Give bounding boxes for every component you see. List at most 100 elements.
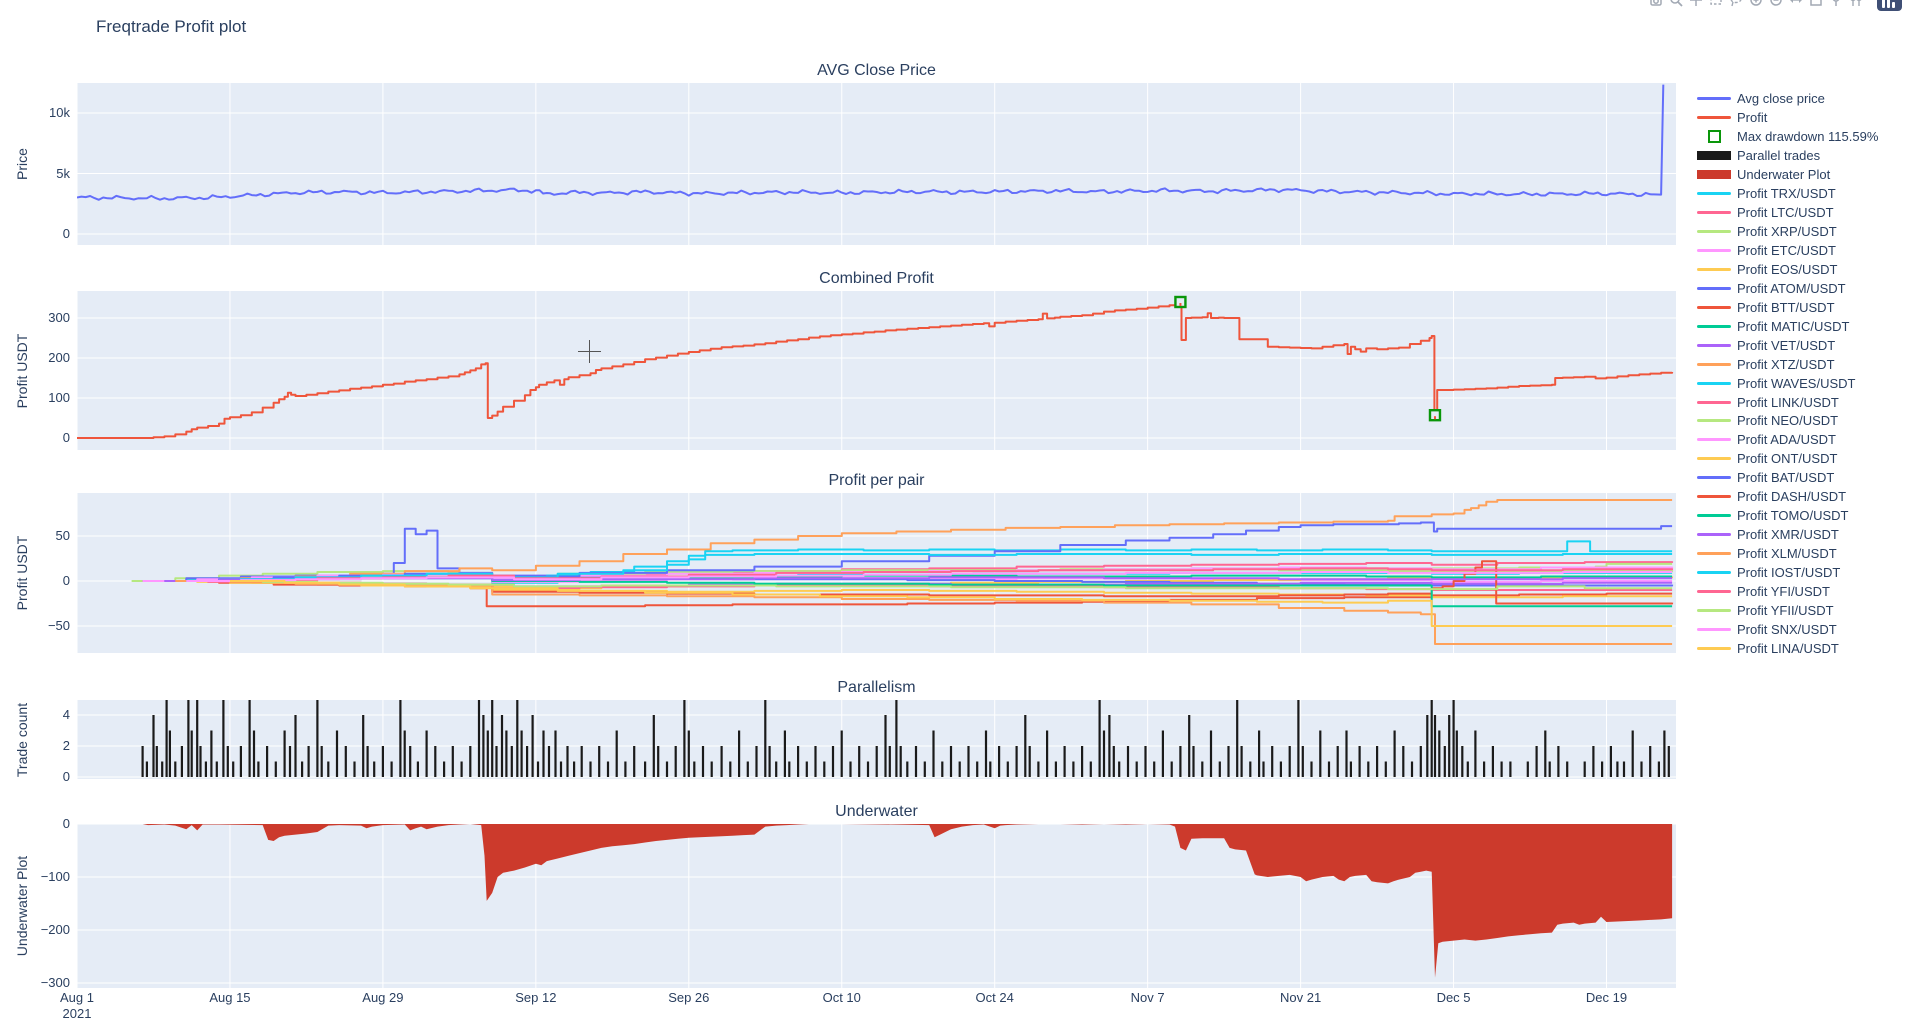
legend-label: Profit XRP/USDT (1737, 223, 1837, 239)
series-color-swatch (1695, 150, 1733, 160)
zoom-in-icon[interactable] (1746, 0, 1766, 9)
legend-item-profit-yfi-usdt[interactable]: Profit YFI/USDT (1695, 582, 1830, 601)
legend-item-max-drawdown-115-59[interactable]: Max drawdown 115.59% (1695, 127, 1878, 146)
y-tick-label: 5k (56, 165, 70, 181)
download-plot-icon[interactable] (1646, 0, 1666, 9)
legend-label: Profit (1737, 109, 1768, 125)
legend-item-profit-eos-usdt[interactable]: Profit EOS/USDT (1695, 260, 1837, 279)
y-tick-label: 0 (62, 769, 70, 784)
legend-item-profit-tomo-usdt[interactable]: Profit TOMO/USDT (1695, 506, 1848, 525)
zoom-icon[interactable] (1666, 0, 1686, 9)
legend-label: Profit TOMO/USDT (1737, 508, 1849, 524)
legend-item-profit-xtz-usdt[interactable]: Profit XTZ/USDT (1695, 355, 1835, 374)
series-color-swatch (1695, 267, 1733, 271)
legend-item-profit-matic-usdt[interactable]: Profit MATIC/USDT (1695, 317, 1849, 336)
y-tick-label: −300 (40, 975, 70, 990)
x-tick-label: Dec 5 (1436, 990, 1471, 1005)
series-color-swatch (1695, 248, 1733, 252)
x-tick-label: Aug 29 (362, 990, 404, 1005)
series-color-swatch (1695, 343, 1733, 347)
legend-label: Profit ATOM/USDT (1737, 280, 1846, 296)
pan-icon[interactable] (1686, 0, 1706, 9)
legend-item-profit-iost-usdt[interactable]: Profit IOST/USDT (1695, 563, 1840, 582)
series-profit-lina-usdt (230, 580, 1673, 627)
y-tick-label: 50 (55, 528, 70, 543)
autoscale-icon[interactable] (1786, 0, 1806, 9)
x-tick-label: Sep 26 (668, 990, 710, 1005)
legend-label: Profit XTZ/USDT (1737, 356, 1835, 372)
subplot-title-parallelism: Parallelism (837, 679, 916, 696)
legend-item-profit-btt-usdt[interactable]: Profit BTT/USDT (1695, 298, 1835, 317)
series-color-swatch (1695, 210, 1733, 214)
x-tick-label: Sep 12 (515, 990, 557, 1005)
legend-label: Profit DASH/USDT (1737, 489, 1847, 505)
y-tick-label: 2 (62, 738, 70, 753)
series-color-swatch (1695, 191, 1733, 195)
zoom-out-icon[interactable] (1766, 0, 1786, 9)
legend-item-profit-yfii-usdt[interactable]: Profit YFII/USDT (1695, 601, 1834, 620)
y-tick-label: 0 (62, 226, 70, 241)
box-select-icon[interactable] (1706, 0, 1726, 9)
plot-canvas-parallelism[interactable] (77, 700, 1676, 779)
reset-axes-icon[interactable] (1806, 0, 1826, 9)
legend-item-profit-waves-usdt[interactable]: Profit WAVES/USDT (1695, 374, 1855, 393)
legend-item-profit-neo-usdt[interactable]: Profit NEO/USDT (1695, 411, 1838, 430)
subplot-title-underwater: Underwater (835, 803, 918, 820)
legend-label: Profit LINK/USDT (1737, 394, 1839, 410)
legend-item-profit-link-usdt[interactable]: Profit LINK/USDT (1695, 393, 1839, 412)
legend-label: Profit YFII/USDT (1737, 603, 1834, 619)
series-color-swatch (1695, 590, 1733, 594)
plotly-modebar (1646, 0, 1866, 9)
legend-item-profit-ada-usdt[interactable]: Profit ADA/USDT (1695, 430, 1836, 449)
plot-canvas-combined-profit[interactable] (77, 291, 1676, 450)
hover-closest-icon[interactable] (1826, 0, 1846, 9)
plot-canvas-profit-per-pair[interactable] (77, 493, 1676, 653)
series-color-swatch (1695, 476, 1733, 480)
legend-item-profit-xmr-usdt[interactable]: Profit XMR/USDT (1695, 525, 1839, 544)
legend-item-profit-etc-usdt[interactable]: Profit ETC/USDT (1695, 241, 1836, 260)
max-drawdown-marker (1428, 408, 1442, 422)
legend-item-profit[interactable]: Profit (1695, 108, 1767, 127)
y-tick-label: 0 (62, 430, 70, 445)
legend-item-parallel-trades[interactable]: Parallel trades (1695, 146, 1820, 165)
legend-label: Profit SNX/USDT (1737, 622, 1837, 638)
legend-label: Profit ETC/USDT (1737, 242, 1836, 258)
y-tick-label: −200 (40, 922, 70, 937)
series-profit-snx-usdt (186, 571, 1673, 582)
legend-item-profit-ltc-usdt[interactable]: Profit LTC/USDT (1695, 203, 1834, 222)
legend-label: Max drawdown 115.59% (1737, 128, 1879, 144)
legend-item-profit-atom-usdt[interactable]: Profit ATOM/USDT (1695, 279, 1846, 298)
legend-item-profit-dash-usdt[interactable]: Profit DASH/USDT (1695, 487, 1846, 506)
legend-label: Profit MATIC/USDT (1737, 318, 1850, 334)
legend-item-profit-snx-usdt[interactable]: Profit SNX/USDT (1695, 620, 1837, 639)
legend-label: Profit YFI/USDT (1737, 584, 1830, 600)
legend-label: Avg close price (1737, 91, 1825, 106)
legend-item-avg-close-price[interactable]: Avg close price (1695, 89, 1825, 108)
legend-label: Profit XLM/USDT (1737, 546, 1837, 562)
plotly-logo[interactable] (1877, 0, 1902, 11)
legend-item-profit-bat-usdt[interactable]: Profit BAT/USDT (1695, 468, 1834, 487)
series-color-swatch (1695, 533, 1733, 537)
plot-area-avg-close-price[interactable] (77, 83, 1676, 245)
lasso-icon[interactable] (1726, 0, 1746, 9)
legend-label: Profit TRX/USDT (1737, 185, 1836, 201)
series-avg-close-price (77, 84, 1665, 201)
hover-compare-icon[interactable] (1846, 0, 1866, 9)
legend-item-profit-xlm-usdt[interactable]: Profit XLM/USDT (1695, 544, 1837, 563)
plot-canvas-avg-close-price[interactable] (77, 83, 1676, 245)
legend-item-underwater-plot[interactable]: Underwater Plot (1695, 165, 1830, 184)
x-tick-label: Aug 1 2021 (60, 990, 94, 1021)
y-axis-title-profit-per-pair: Profit USDT (14, 535, 30, 611)
legend-item-profit-xrp-usdt[interactable]: Profit XRP/USDT (1695, 222, 1837, 241)
plot-canvas-underwater[interactable] (77, 824, 1676, 988)
legend-item-profit-vet-usdt[interactable]: Profit VET/USDT (1695, 336, 1835, 355)
legend-item-profit-ont-usdt[interactable]: Profit ONT/USDT (1695, 449, 1837, 468)
series-color-swatch (1695, 97, 1733, 100)
legend-label: Profit XMR/USDT (1737, 527, 1839, 543)
x-tick-label: Oct 10 (822, 990, 861, 1005)
legend-item-profit-lina-usdt[interactable]: Profit LINA/USDT (1695, 639, 1839, 658)
legend-item-profit-trx-usdt[interactable]: Profit TRX/USDT (1695, 184, 1836, 203)
series-color-swatch (1695, 419, 1733, 423)
x-tick-label: Oct 24 (975, 990, 1014, 1005)
